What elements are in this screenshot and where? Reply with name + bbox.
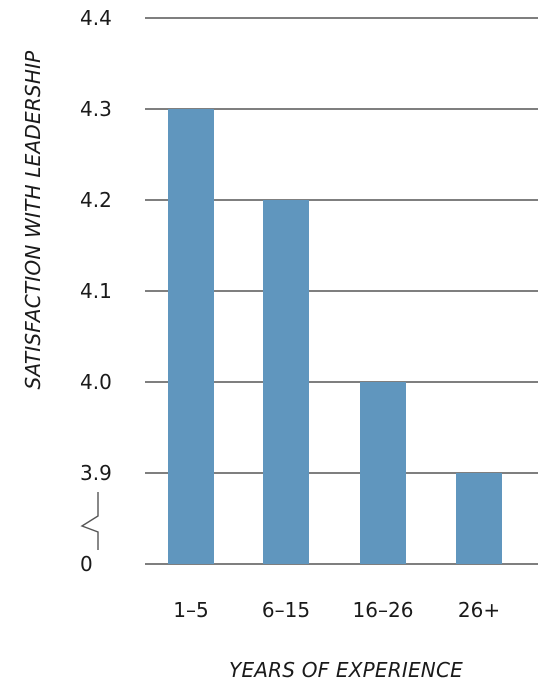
x-tick-labels: 1–5 6–15 16–26 26+ — [173, 598, 500, 622]
axis-break-mark — [80, 492, 99, 550]
axis-break-icon — [80, 492, 99, 550]
x-tick-label: 26+ — [458, 598, 500, 622]
x-axis-title: YEARS OF EXPERIENCE — [229, 658, 463, 682]
y-tick-labels: 0 3.9 4.0 4.1 4.2 4.3 4.4 — [80, 6, 112, 576]
y-tick-label: 4.0 — [80, 370, 112, 394]
bar — [168, 109, 214, 564]
x-tick-label: 1–5 — [173, 598, 208, 622]
y-axis-title: SATISFACTION WITH LEADERSHIP — [21, 50, 45, 390]
bars — [168, 109, 502, 564]
y-tick-label: 4.3 — [80, 97, 112, 121]
y-tick-label: 0 — [80, 552, 93, 576]
bar — [360, 382, 406, 564]
y-tick-label: 4.4 — [80, 6, 112, 30]
y-tick-label: 3.9 — [80, 461, 112, 485]
x-tick-label: 16–26 — [353, 598, 414, 622]
x-tick-label: 6–15 — [262, 598, 310, 622]
bar — [456, 473, 502, 564]
y-tick-label: 4.2 — [80, 188, 112, 212]
y-tick-label: 4.1 — [80, 279, 112, 303]
bar — [263, 200, 309, 564]
